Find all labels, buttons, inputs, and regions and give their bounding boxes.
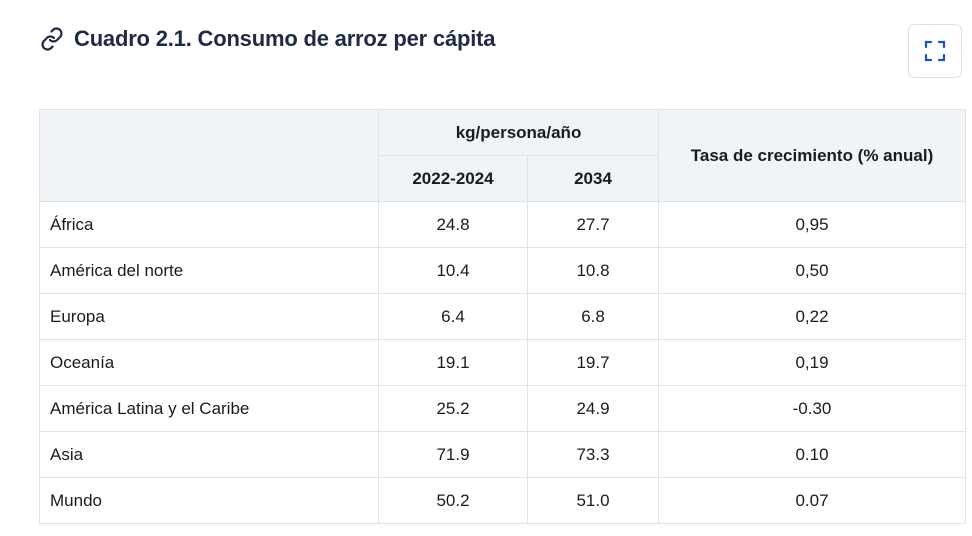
rice-consumption-table: kg/persona/año Tasa de crecimiento (% an… — [39, 109, 967, 524]
growth-cell: 0,95 — [658, 201, 967, 248]
value-2022-cell: 71.9 — [378, 431, 528, 478]
region-header — [39, 109, 379, 202]
expand-button[interactable] — [908, 24, 962, 78]
growth-cell: 0.07 — [658, 477, 967, 524]
region-cell: América Latina y el Caribe — [39, 385, 379, 432]
growth-header: Tasa de crecimiento (% anual) — [658, 109, 967, 202]
table-row: América del norte 10.4 10.8 0,50 — [39, 247, 967, 294]
expand-icon — [924, 40, 946, 62]
region-cell: América del norte — [39, 247, 379, 294]
table-row: Asia 71.9 73.3 0.10 — [39, 431, 967, 478]
link-icon[interactable] — [40, 27, 64, 51]
growth-cell: 0.10 — [658, 431, 967, 478]
growth-cell: 0,19 — [658, 339, 967, 386]
value-2022-cell: 50.2 — [378, 477, 528, 524]
region-cell: Oceanía — [39, 339, 379, 386]
value-2034-cell: 51.0 — [526, 477, 660, 524]
value-2022-cell: 24.8 — [378, 201, 528, 248]
region-cell: Asia — [39, 431, 379, 478]
region-cell: Mundo — [39, 477, 379, 524]
value-2022-cell: 6.4 — [378, 293, 528, 340]
table-row: Oceanía 19.1 19.7 0,19 — [39, 339, 967, 386]
value-2034-cell: 27.7 — [526, 201, 660, 248]
value-2022-cell: 10.4 — [378, 247, 528, 294]
page-title: Cuadro 2.1. Consumo de arroz per cápita — [74, 26, 496, 51]
title-row: Cuadro 2.1. Consumo de arroz per cápita — [40, 26, 495, 52]
table-row: Mundo 50.2 51.0 0.07 — [39, 477, 967, 524]
table-row: América Latina y el Caribe 25.2 24.9 -0.… — [39, 385, 967, 432]
table-row: Europa 6.4 6.8 0,22 — [39, 293, 967, 340]
region-cell: Europa — [39, 293, 379, 340]
region-cell: África — [39, 201, 379, 248]
group-header: kg/persona/año — [377, 109, 660, 156]
value-2034-cell: 73.3 — [526, 431, 660, 478]
value-2034-cell: 24.9 — [526, 385, 660, 432]
value-2022-cell: 25.2 — [378, 385, 528, 432]
growth-cell: 0,50 — [658, 247, 967, 294]
table-row: África 24.8 27.7 0,95 — [39, 201, 967, 248]
col-2022-header: 2022-2024 — [378, 155, 528, 202]
value-2022-cell: 19.1 — [378, 339, 528, 386]
col-2034-header: 2034 — [526, 155, 660, 202]
growth-cell: 0,22 — [658, 293, 967, 340]
value-2034-cell: 6.8 — [526, 293, 660, 340]
value-2034-cell: 10.8 — [526, 247, 660, 294]
value-2034-cell: 19.7 — [526, 339, 660, 386]
growth-cell: -0.30 — [658, 385, 967, 432]
